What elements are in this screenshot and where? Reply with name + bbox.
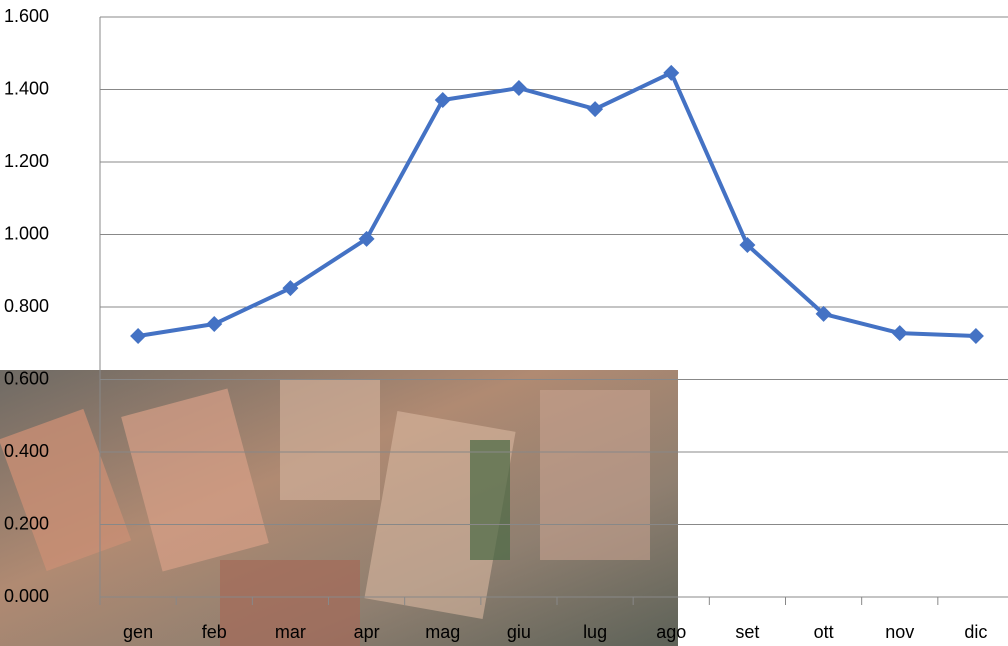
x-tick-label: feb [202,622,227,642]
x-tick-label: dic [964,622,987,642]
y-tick-label: 1.200 [4,151,49,171]
x-tick-label: mag [425,622,460,642]
y-tick-label: 0.600 [4,368,49,388]
y-tick-label: 0.400 [4,441,49,461]
x-tick-label: mar [275,622,306,642]
marker [206,316,222,332]
x-tick-label: apr [354,622,380,642]
y-tick-label: 1.000 [4,223,49,243]
x-tick-label: lug [583,622,607,642]
x-tick-label: giu [507,622,531,642]
marker [892,325,908,341]
marker [511,80,527,96]
marker [968,328,984,344]
chart: 0.000 0.200 0.400 0.600 0.800 1.000 1.200 1.400… [0,0,1008,646]
marker [587,101,603,117]
marker [130,328,146,344]
y-tick-label: 1.400 [4,78,49,98]
series-line [138,73,976,336]
y-tick-label: 0.000 [4,586,49,606]
aerial-photo [0,370,678,646]
x-tick-label: ott [814,622,834,642]
marker [663,65,679,81]
y-tick-label: 0.800 [4,296,49,316]
y-tick-label: 1.600 [4,6,49,26]
y-tick-label: 0.200 [4,513,49,533]
marker [435,92,451,108]
x-tick-label: gen [123,622,153,642]
x-tick-label: set [735,622,759,642]
x-tick-label: nov [885,622,914,642]
x-tick-label: ago [656,622,686,642]
